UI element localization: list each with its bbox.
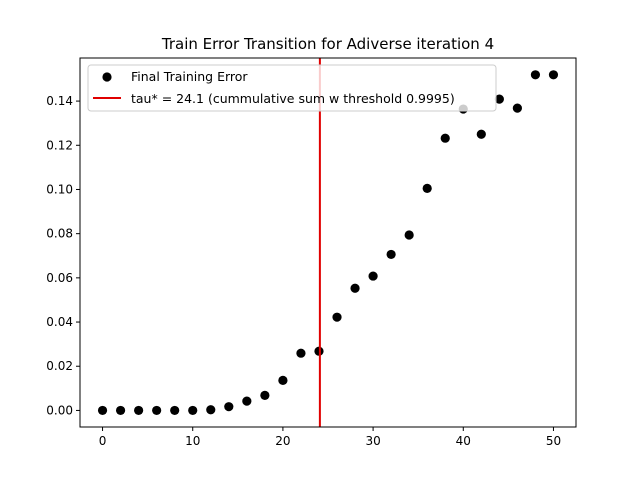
legend-label-final-training-error: Final Training Error xyxy=(131,69,248,84)
y-tick-label: 0.10 xyxy=(46,182,73,196)
y-tick-label: 0.04 xyxy=(46,315,73,329)
legend-box xyxy=(87,64,497,112)
x-tick-label: 20 xyxy=(275,434,290,448)
scatter-point xyxy=(512,103,522,113)
scatter-point xyxy=(134,405,144,416)
scatter-point xyxy=(530,70,541,80)
scatter-point xyxy=(224,402,234,412)
legend: Final Training Error tau* = 24.1 (cummul… xyxy=(87,64,497,112)
y-tick-label: 0.14 xyxy=(46,94,73,108)
x-tick-label: 30 xyxy=(365,434,380,448)
scatter-point xyxy=(548,70,559,80)
scatter-point xyxy=(188,405,198,416)
y-tick-label: 0.00 xyxy=(46,403,73,417)
scatter-point xyxy=(170,405,180,416)
y-axis: 0.00 0.02 0.04 0.06 0.08 0.10 0.12 0.14 xyxy=(46,94,80,417)
scatter-point xyxy=(422,183,432,193)
y-tick-label: 0.08 xyxy=(46,227,73,241)
scatter-point xyxy=(476,129,486,139)
legend-label-tau: tau* = 24.1 (cummulative sum w threshold… xyxy=(131,91,455,106)
scatter-point xyxy=(350,283,360,293)
x-tick-label: 50 xyxy=(546,434,561,448)
scatter-point xyxy=(440,133,450,143)
scatter-point xyxy=(97,405,108,416)
scatter-point xyxy=(152,405,162,416)
legend-marker-final-training-error xyxy=(102,72,112,82)
scatter-point xyxy=(260,390,270,401)
y-tick-label: 0.02 xyxy=(46,359,73,373)
scatter-point xyxy=(206,405,216,415)
scatter-point xyxy=(296,348,306,358)
x-tick-label: 0 xyxy=(99,434,107,448)
scatter-point xyxy=(242,396,252,406)
scatter-point xyxy=(404,230,414,240)
x-axis: 0 10 20 30 40 50 xyxy=(99,427,561,448)
scatter-point xyxy=(494,94,504,104)
x-tick-label: 40 xyxy=(456,434,471,448)
scatter-point xyxy=(386,249,396,260)
x-tick-label: 10 xyxy=(185,434,200,448)
axes-frame xyxy=(79,57,577,428)
scatter-point xyxy=(368,271,378,281)
plot-area xyxy=(97,58,559,427)
scatter-point xyxy=(332,312,342,322)
y-tick-label: 0.06 xyxy=(46,271,73,285)
chart-title: Train Error Transition for Adiverse iter… xyxy=(161,35,494,53)
y-tick-label: 0.12 xyxy=(46,138,73,152)
scatter-point xyxy=(115,405,126,416)
scatter-point xyxy=(278,375,288,385)
